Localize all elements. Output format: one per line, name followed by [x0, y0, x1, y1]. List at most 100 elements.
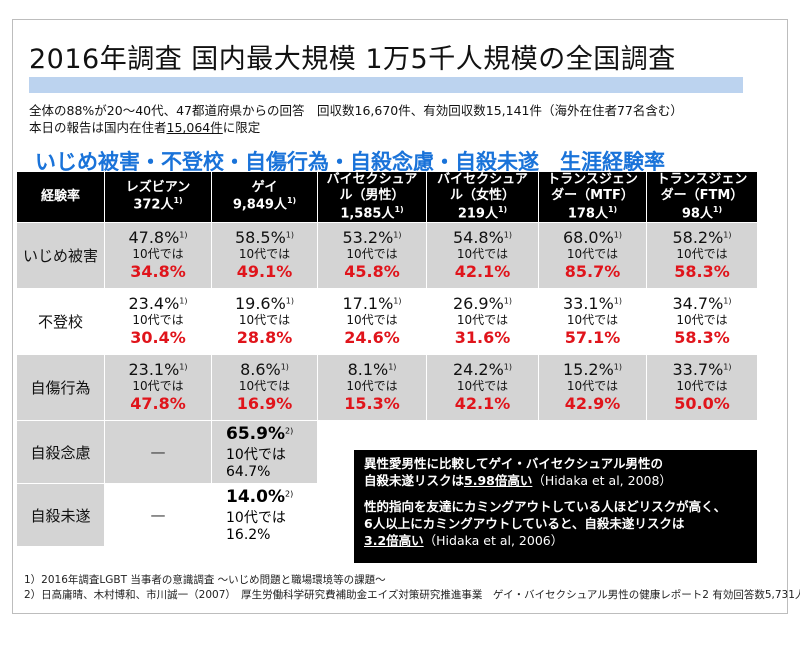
teen-rate: 50.0%	[674, 394, 730, 414]
note-line: 異性愛男性に比較してゲイ・バイセクシュアル男性の	[364, 456, 664, 471]
lifetime-rate: 54.8%	[452, 228, 504, 248]
teen-rate: 49.1%	[236, 262, 293, 282]
teen-label: 10代では	[346, 247, 398, 262]
title-underline-bar	[29, 77, 743, 93]
footnote-ref: 1)	[723, 296, 732, 306]
teen-rate: 42.1%	[454, 262, 511, 282]
column-header-text: ダー（FTM）	[660, 188, 744, 204]
column-header-text: トランスジェン	[656, 172, 748, 187]
teen-rate: 24.6%	[344, 328, 400, 348]
headline: いじめ被害・不登校・自傷行為・自殺念慮・自殺未遂 生涯経験率	[35, 150, 665, 174]
table-row: 自殺念慮 — 65.9%2) 10代では64.7%	[16, 420, 758, 485]
experience-rate-table: 経験率 レズビアン 372人1) ゲイ 9,849人1) バイセクシュア ル（男性） 1…	[16, 170, 758, 548]
footnote-ref: 1)	[179, 296, 188, 306]
lifetime-rate: 23.1%	[128, 360, 180, 380]
gay-bisexual-male-rate-cell: 14.0%2) 10代では16.2%	[211, 483, 318, 548]
lifetime-rate: 24.2%	[452, 360, 504, 380]
footnote-ref: 1)	[503, 362, 513, 372]
column-header-text: ル（女性）	[449, 188, 515, 204]
footnote-ref: 1)	[393, 296, 402, 306]
lifetime-rate: 14.0%	[226, 487, 285, 508]
table-corner-header: 経験率	[16, 170, 105, 224]
footnote-ref: 1)	[179, 362, 188, 372]
lifetime-rate: 15.2%	[562, 360, 614, 380]
lifetime-rate: 33.7%	[672, 360, 724, 380]
row-header: 自傷行為	[16, 354, 105, 422]
column-header-text: トランスジェン	[547, 172, 638, 187]
lifetime-rate: 47.8%	[128, 228, 180, 248]
teen-label: 10代では	[676, 379, 728, 394]
footnote-ref: 1)	[285, 296, 295, 306]
teen-rate: 31.6%	[454, 328, 511, 348]
note-line: 性的指向を友達にカミングアウトしている人ほどリスクが高く、	[364, 498, 727, 514]
teen-label: 10代では	[456, 313, 509, 328]
note-citation: （Hidaka et al, 2006）	[423, 532, 564, 548]
teen-rate: 16.9%	[236, 394, 293, 414]
rate-cell: 33.1%1) 10代では 57.1%	[538, 288, 647, 356]
rate-cell: 24.2%1) 10代では 42.1%	[426, 354, 539, 422]
column-header-bisexual-female: バイセクシュア ル（女性） 219人1)	[426, 170, 539, 224]
column-header-text: レズビアン	[125, 180, 191, 196]
rate-cell: 53.2%1) 10代では 45.8%	[317, 222, 427, 290]
column-header-text: バイセクシュア	[437, 172, 528, 187]
teen-rate: 57.1%	[564, 328, 621, 348]
footnote-ref: 1)	[613, 362, 623, 372]
teen-label: 10代では	[238, 313, 291, 328]
footnote-ref: 1)	[503, 230, 513, 240]
gay-bisexual-male-rate-cell: 65.9%2) 10代では64.7%	[211, 420, 318, 485]
column-header-count: 1,585人	[340, 205, 395, 221]
row-header: 自殺念慮	[16, 420, 105, 485]
rate-cell: 33.7%1) 10代では 50.0%	[646, 354, 758, 422]
rate-cell: 23.4%1) 10代では 30.4%	[104, 288, 212, 356]
column-header-lesbian: レズビアン 372人1)	[104, 170, 212, 224]
lifetime-rate: 23.4%	[128, 294, 180, 314]
rate-cell: 19.6%1) 10代では 28.8%	[211, 288, 318, 356]
footnote-ref: 1)	[613, 230, 623, 240]
teen-label: 10代では	[132, 313, 184, 328]
teen-label: 10代では	[346, 379, 398, 394]
rate-cell: 8.1%1) 10代では 15.3%	[317, 354, 427, 422]
column-header-count: 9,849人	[232, 197, 287, 213]
rate-cell: 47.8%1) 10代では 34.8%	[104, 222, 212, 290]
footnote-ref: 1)	[286, 196, 297, 206]
lifetime-rate: 19.6%	[234, 294, 286, 314]
note-risk-value: 3.2倍高い	[364, 532, 424, 548]
teen-label: 10代では	[238, 247, 291, 262]
teen-rate: 15.3%	[344, 394, 400, 414]
column-header-text: ゲイ	[251, 180, 278, 196]
teen-rate: 85.7%	[564, 262, 621, 282]
table-row: 自殺未遂 — 14.0%2) 10代では16.2%	[16, 483, 758, 548]
footnote-ref: 1)	[723, 230, 732, 240]
teen-rate: 58.3%	[674, 262, 730, 282]
lifetime-rate: 68.0%	[562, 228, 614, 248]
report-scope-pre: 本日の報告は国内在住者	[29, 120, 167, 135]
footnote-ref: 2)	[284, 426, 294, 436]
table-row: いじめ被害 47.8%1) 10代では 34.8% 58.5%1) 10代では 49.1% 5…	[16, 222, 758, 290]
column-header-text: ル（男性）	[339, 188, 405, 204]
teen-label: 10代では	[566, 313, 619, 328]
table-row: 不登校 23.4%1) 10代では 30.4% 19.6%1) 10代では 28.8% 17.…	[16, 288, 758, 356]
rate-cell: 54.8%1) 10代では 42.1%	[426, 222, 539, 290]
row-header: 自殺未遂	[16, 483, 105, 548]
footnote-ref: 1)	[173, 196, 183, 206]
teen-label: 10代では	[346, 313, 398, 328]
footnote-ref: 1)	[280, 362, 289, 372]
report-scope-count: 15,064件	[166, 120, 223, 135]
report-scope-post: に限定	[222, 120, 261, 135]
column-header-transgender-mtf: トランスジェン ダー（MTF） 178人1)	[538, 170, 647, 224]
footnote-ref: 2)	[284, 489, 294, 499]
teen-rate: 34.8%	[130, 262, 186, 282]
rate-cell: 68.0%1) 10代では 85.7%	[538, 222, 647, 290]
teen-rate: 58.3%	[674, 328, 730, 348]
footnote-ref: 1)	[394, 204, 404, 214]
teen-rate: 10代では16.2%	[226, 510, 286, 544]
note-gap	[364, 490, 747, 499]
note-line: 3.2倍高い（Hidaka et al, 2006）	[364, 533, 747, 550]
rate-cell: 23.1%1) 10代では 47.8%	[104, 354, 212, 422]
teen-label: 10代では	[456, 247, 509, 262]
lifetime-rate: 17.1%	[342, 294, 394, 314]
column-header-gay: ゲイ 9,849人1)	[211, 170, 318, 224]
teen-rate: 47.8%	[130, 394, 186, 414]
teen-label: 10代では	[238, 379, 291, 394]
footnote-2: 2）日高庸晴、木村博和、市川誠一（2007） 厚生労働科学研究費補助金エイズ対策…	[24, 589, 800, 601]
